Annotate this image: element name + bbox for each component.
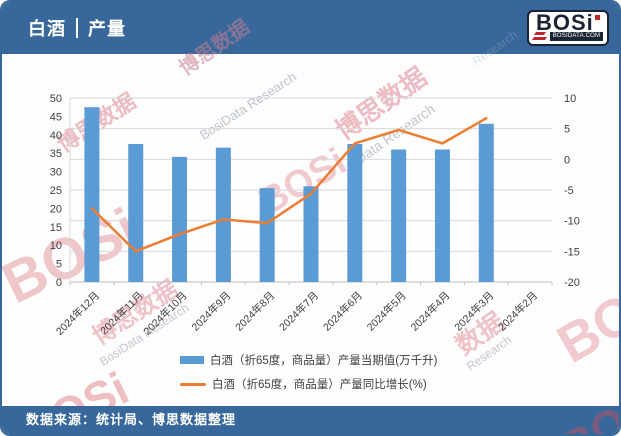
bar-series-swatch-icon xyxy=(180,356,204,364)
bar-2024年12月 xyxy=(84,107,100,282)
bar-2024年6月 xyxy=(347,144,363,282)
x-axis-label: 2024年8月 xyxy=(233,289,278,334)
bar-2024年9月 xyxy=(215,147,231,282)
legend: 白酒（折65度，商品量）产量当期值(万千升) 白酒（折65度，商品量）产量同比增… xyxy=(180,352,437,400)
header: 白酒 产量 BOSi BOSIDATA.COM xyxy=(2,2,619,54)
left-axis-label: 40 xyxy=(50,130,62,142)
x-axis-label: 2024年5月 xyxy=(364,289,409,334)
combo-chart: 0 5 10 15 20 25 30 35 40 45 50 -20 -15 -10 -5 0 5 10 2024年… xyxy=(50,93,580,338)
bar-2024年5月 xyxy=(391,149,407,282)
logo-wordmark: BOSi xyxy=(536,10,594,35)
left-axis-label: 45 xyxy=(50,111,62,123)
page-title: 白酒 产量 xyxy=(28,15,126,41)
x-axis-label: 2024年10月 xyxy=(141,289,190,338)
x-axis-label: 2024年12月 xyxy=(53,289,102,338)
bar-2024年7月 xyxy=(303,186,319,282)
bar-2024年3月 xyxy=(478,123,494,282)
title-metric: 产量 xyxy=(88,19,126,39)
x-axis-label: 2024年3月 xyxy=(452,289,497,334)
bosi-logo: BOSi BOSIDATA.COM xyxy=(527,10,609,46)
left-axis-label: 30 xyxy=(50,167,62,179)
left-axis-label: 5 xyxy=(56,259,62,271)
footer: 数据来源：统计局、博思数据整理 xyxy=(2,406,619,434)
right-axis-label: 0 xyxy=(564,154,570,166)
data-source-text: 数据来源：统计局、博思数据整理 xyxy=(26,412,237,427)
left-axis-label: 10 xyxy=(50,240,62,252)
right-axis-label: -20 xyxy=(564,277,580,289)
line-series-swatch-icon xyxy=(180,382,206,386)
right-axis-label: 10 xyxy=(564,93,576,105)
bar-2024年11月 xyxy=(128,144,144,282)
x-axis-label: 2024年4月 xyxy=(408,289,453,334)
right-axis-label: -10 xyxy=(564,216,580,228)
left-axis-label: 20 xyxy=(50,203,62,215)
legend-label: 白酒（折65度，商品量）产量当期值(万千升) xyxy=(210,355,438,367)
legend-label: 白酒（折65度，商品量）产量同比增长(%) xyxy=(212,379,427,391)
right-axis-label: -5 xyxy=(564,185,574,197)
x-axis-label: 2024年2月 xyxy=(496,289,541,334)
legend-item-bar-series: 白酒（折65度，商品量）产量当期值(万千升) xyxy=(180,352,437,368)
growth-line xyxy=(90,116,488,253)
bar-2024年8月 xyxy=(259,188,275,282)
left-axis-label: 25 xyxy=(50,185,62,197)
logo-stripe-icon xyxy=(531,37,548,40)
x-axis-label: 2024年9月 xyxy=(189,289,234,334)
x-axis-label: 2024年11月 xyxy=(98,289,146,337)
bar-2024年10月 xyxy=(172,156,188,282)
right-axis-label: -15 xyxy=(564,246,580,258)
legend-item-line-series: 白酒（折65度，商品量）产量同比增长(%) xyxy=(180,376,437,392)
left-axis-label: 15 xyxy=(50,222,62,234)
left-axis-label: 35 xyxy=(50,148,62,160)
left-axis-label: 50 xyxy=(50,93,62,105)
bar-2024年4月 xyxy=(434,149,450,282)
x-axis-label: 2024年7月 xyxy=(276,289,321,334)
left-axis-label: 0 xyxy=(56,277,62,289)
logo-stripe-icon xyxy=(533,32,547,35)
logo-domain: BOSIDATA.COM xyxy=(550,32,603,41)
title-divider xyxy=(76,18,78,38)
x-axis-label: 2024年6月 xyxy=(320,289,365,334)
right-axis-label: 5 xyxy=(564,124,570,136)
title-category: 白酒 xyxy=(28,19,66,39)
logo-i-dot xyxy=(595,15,600,20)
